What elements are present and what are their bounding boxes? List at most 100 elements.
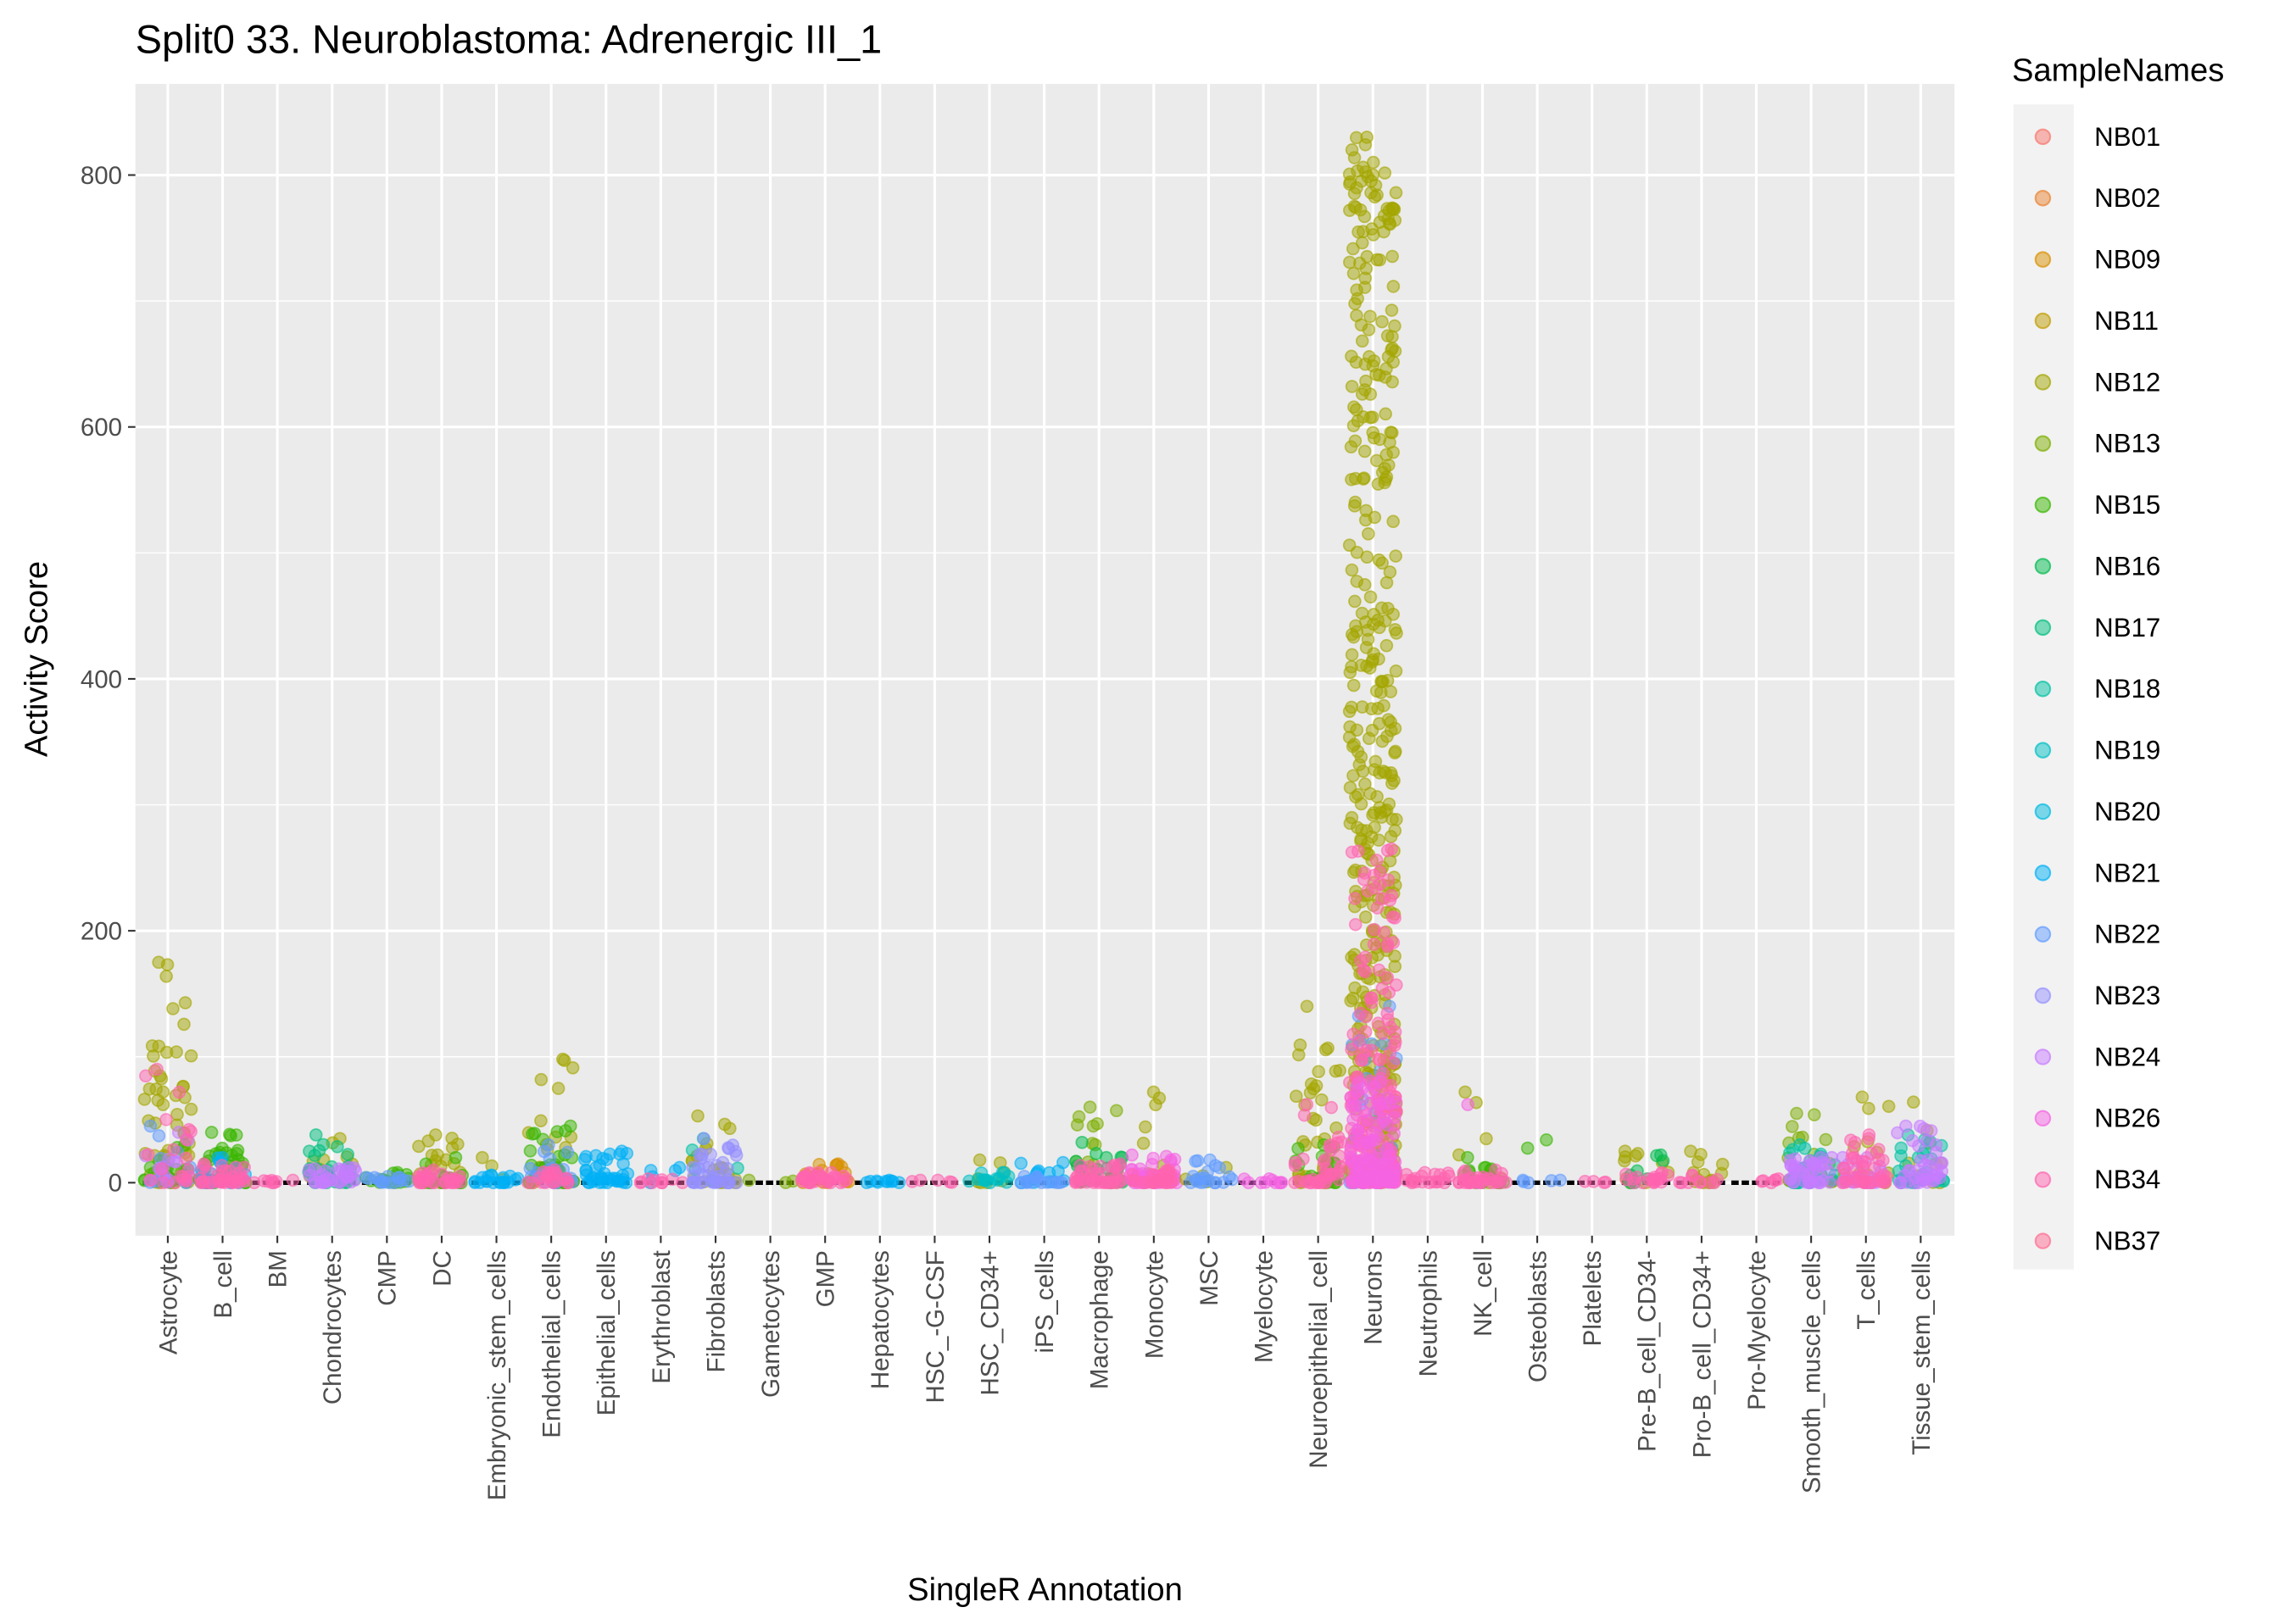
data-point: [1790, 1106, 1803, 1121]
data-point: [449, 1150, 463, 1165]
legend-key: [2034, 1171, 2052, 1188]
data-point: [1367, 937, 1381, 951]
legend-key: [2034, 865, 2052, 882]
data-point: [1147, 1175, 1161, 1189]
data-point: [159, 970, 173, 983]
data-point: [1461, 1098, 1475, 1112]
legend-key: [2034, 926, 2052, 943]
data-point: [550, 1174, 565, 1187]
data-point: [1348, 594, 1362, 609]
data-point: [1318, 1043, 1333, 1057]
data-point: [1094, 1160, 1107, 1173]
data-point: [1437, 1171, 1452, 1186]
data-point: [1458, 1085, 1472, 1099]
data-point: [166, 1002, 180, 1015]
data-point: [1619, 1167, 1633, 1182]
data-point: [155, 1162, 169, 1176]
x-axis: Astrocyte B_cell BM Chondrocytes CMP DC Embryo…: [154, 1235, 1936, 1500]
data-point: [1388, 319, 1402, 333]
data-point: [1000, 1176, 1013, 1189]
data-point: [525, 1176, 539, 1190]
data-point: [1366, 155, 1380, 170]
data-point: [1370, 901, 1385, 915]
data-point: [1354, 797, 1368, 811]
data-point: [179, 1151, 193, 1165]
x-tick-label: Macrophage: [1086, 1250, 1114, 1389]
data-point: [1380, 971, 1395, 985]
data-point: [1924, 1124, 1938, 1137]
data-point: [1376, 1115, 1390, 1129]
data-point: [1366, 1126, 1379, 1140]
data-point: [1361, 1113, 1374, 1127]
data-point: [1794, 1165, 1808, 1179]
legend-title: SampleNames: [2012, 52, 2224, 88]
data-point: [1083, 1100, 1097, 1114]
data-point: [1291, 1142, 1305, 1155]
data-point: [551, 1082, 566, 1095]
data-point: [1862, 1101, 1875, 1115]
data-point: [1349, 355, 1363, 370]
data-point: [1364, 830, 1379, 844]
data-point: [1347, 400, 1361, 414]
data-point: [1358, 1009, 1373, 1024]
data-point: [972, 1153, 987, 1167]
data-point: [1627, 1176, 1641, 1190]
data-point: [1785, 1120, 1799, 1133]
data-point: [237, 1160, 251, 1175]
data-point: [1388, 721, 1402, 736]
y-axis: 0 200 400 600 800: [81, 162, 136, 1198]
data-point: [1125, 1148, 1139, 1162]
data-point: [613, 1147, 627, 1161]
y-tick-label: 400: [81, 665, 122, 693]
legend-label: NB16: [2094, 551, 2160, 581]
data-point: [534, 1114, 548, 1128]
data-point: [1324, 1100, 1339, 1115]
x-tick-label: Pre-B_cell_CD34-: [1634, 1250, 1662, 1452]
data-point: [1929, 1137, 1943, 1152]
x-tick-label: Chondrocytes: [319, 1250, 347, 1404]
legend-key: [2034, 1232, 2052, 1249]
data-point: [143, 1173, 157, 1187]
data-point: [1055, 1175, 1068, 1189]
data-point: [1273, 1176, 1287, 1190]
data-point: [1363, 309, 1377, 324]
data-point: [1461, 1150, 1474, 1165]
data-point: [1072, 1110, 1086, 1124]
data-point: [1894, 1148, 1908, 1163]
data-point: [1480, 1132, 1493, 1146]
data-point: [1380, 843, 1395, 858]
data-point: [1362, 1176, 1376, 1190]
data-point: [1912, 1139, 1925, 1153]
data-point: [1368, 190, 1382, 204]
data-point: [473, 1176, 487, 1189]
data-point: [1857, 1176, 1870, 1189]
data-point: [149, 1082, 163, 1096]
data-point: [1136, 1137, 1151, 1150]
data-point: [1376, 765, 1390, 778]
x-tick-label: MSC: [1195, 1250, 1223, 1306]
data-point: [1373, 716, 1386, 731]
data-point: [1346, 865, 1361, 879]
legend-label: NB21: [2094, 858, 2160, 887]
data-point: [1388, 1110, 1402, 1125]
data-point: [1389, 549, 1402, 563]
data-point: [1346, 1027, 1360, 1042]
x-tick-label: Neutrophils: [1414, 1250, 1442, 1377]
data-point: [1356, 410, 1370, 424]
x-tick-label: Smooth_muscle_cells: [1798, 1250, 1826, 1493]
data-point: [1862, 1132, 1875, 1146]
chart-title: Split0 33. Neuroblastoma: Adrenergic III…: [136, 17, 883, 61]
data-point: [159, 1113, 173, 1126]
data-point: [795, 1171, 810, 1186]
data-point: [1836, 1161, 1850, 1175]
data-point: [1372, 1151, 1386, 1165]
data-point: [1788, 1152, 1803, 1166]
data-point: [1354, 1135, 1368, 1148]
data-point: [1375, 982, 1390, 995]
data-point: [860, 1176, 874, 1189]
data-point: [1364, 995, 1379, 1009]
data-point: [666, 1172, 679, 1187]
data-point: [1544, 1174, 1558, 1187]
x-tick-label: GMP: [812, 1250, 840, 1307]
data-point: [412, 1176, 426, 1190]
